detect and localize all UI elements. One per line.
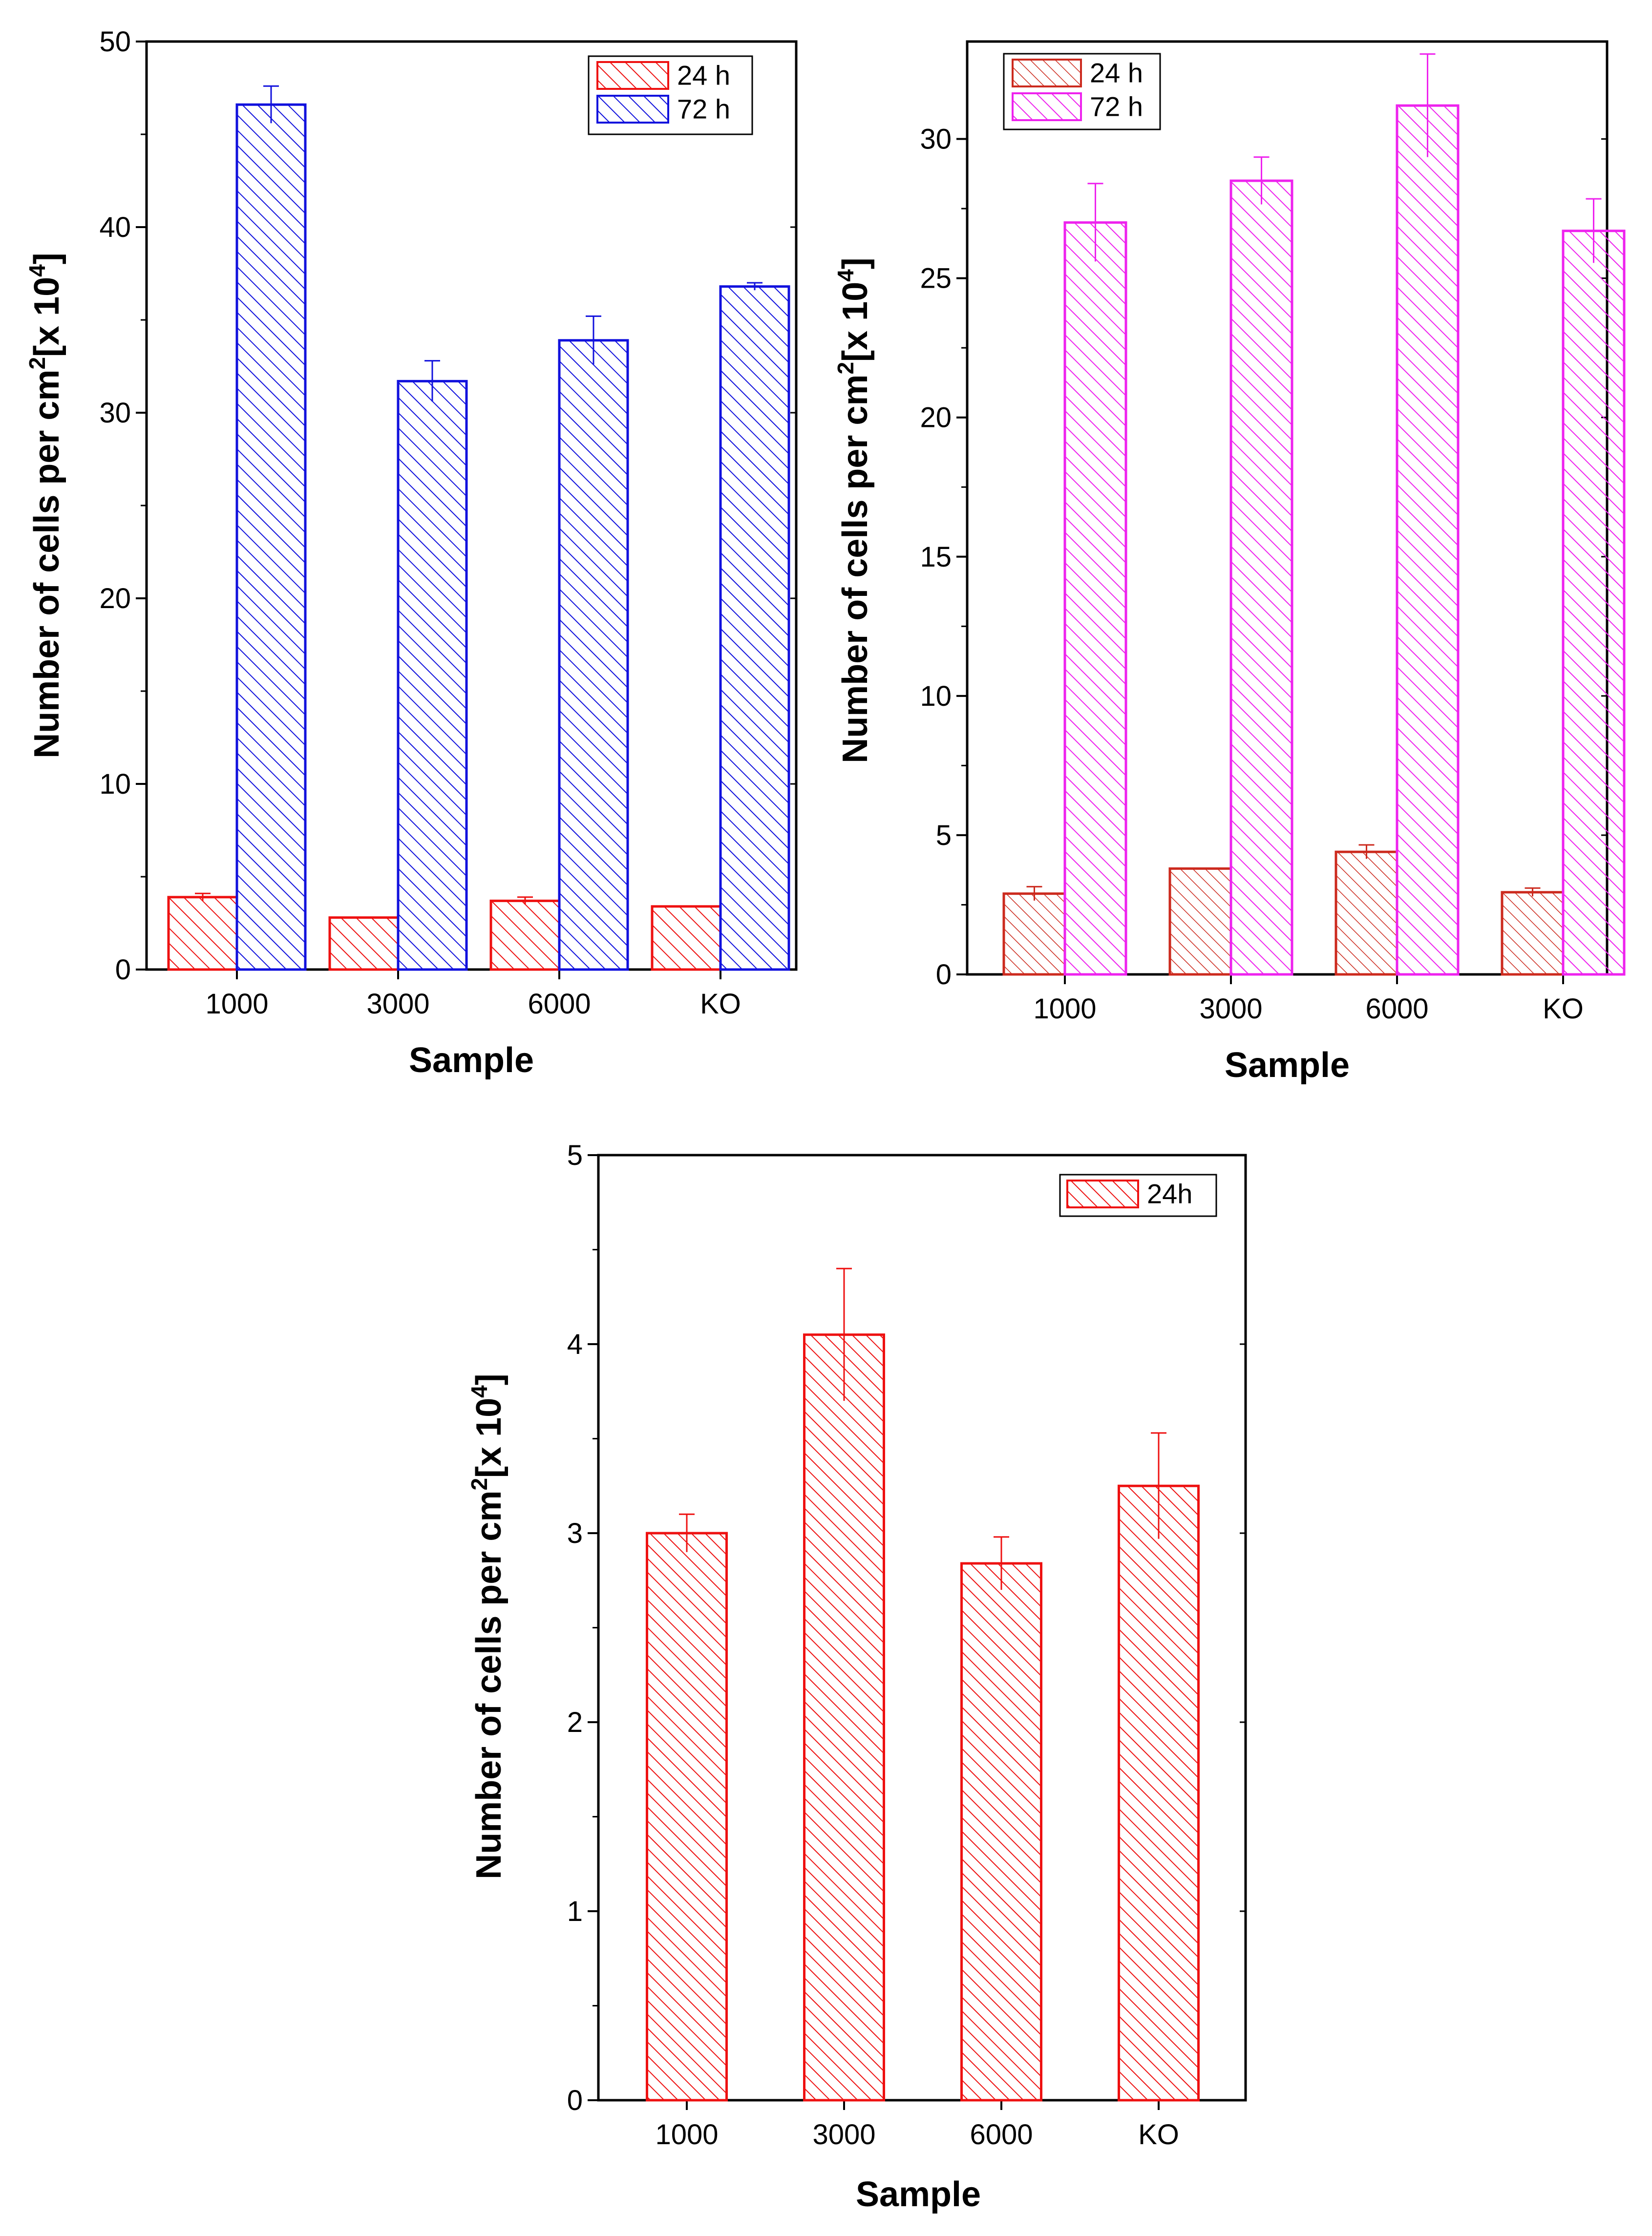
y-axis-title-unit: [x 10 [469,1398,508,1478]
y-axis-title-unit-sup: 4 [833,269,858,282]
legend-swatch [596,95,669,124]
bar-24h-1000 [646,1532,728,2102]
x-tick-label: 6000 [528,988,591,1020]
bars [646,1267,1200,2102]
y-axis-title-unit-sup: 4 [24,264,50,277]
x-tick-label: 3000 [812,2119,875,2151]
legend-swatch [1066,1180,1139,1208]
x-tick-label: 1000 [1033,993,1096,1025]
x-tick-label: 3000 [1199,993,1262,1025]
bar-24h-KO [651,905,722,971]
bars [167,85,790,971]
y-axis-title-main: Number of cells per cm [469,1491,508,1879]
chart-bottom: 0 1 2 3 4 5 1000 3000 6000 KO 24h Sample Number … [466,1139,1247,2214]
y-axis-title: Number of cells per cm2[x 104] [466,1373,508,1879]
y-axis-title: Number of cells per cm2[x 104] [833,257,875,763]
bar-24h-KO [1501,891,1565,976]
chart-top-left: 0 10 20 30 40 50 1000 3000 6000 KO 24 h72 h Samp… [24,26,798,1080]
x-tick-label: KO [1543,993,1584,1025]
bar-24h-3000 [1168,867,1232,976]
bar-24h-3000 [328,916,400,971]
y-axis-title-main: Number of cells per cm [27,370,66,759]
y-tick-label: 30 [920,124,952,155]
legend-label: 72 h [677,94,730,125]
bar-72h-6000 [558,339,629,971]
x-tick-label: 1000 [205,988,268,1020]
y-tick-label: 15 [920,541,952,573]
y-axis-title-main: Number of cells per cm [836,375,875,763]
x-axis-title: Sample [409,1041,534,1080]
y-tick-label: 0 [936,959,952,991]
legend-label: 24h [1147,1179,1192,1209]
y-tick-label: 1 [567,1896,583,1927]
y-axis-title-sup: 2 [466,1478,492,1491]
x-tick-label: 6000 [970,2119,1033,2151]
y-axis-title-close: ] [27,253,66,264]
y-tick-label: 20 [99,583,131,614]
legend-label: 24 h [1090,58,1143,88]
bar-72h-KO [1562,230,1626,976]
bar-24h-1000 [1002,892,1066,976]
y-axis-title-sup: 2 [24,357,50,370]
legend: 24 h72 h [1003,53,1161,130]
y-tick-label: 0 [567,2085,583,2116]
x-axis: 1000 3000 6000 KO [655,2100,1179,2151]
bar-24h-6000 [960,1562,1042,2102]
y-tick-label: 40 [99,211,131,243]
bar-24h-1000 [167,896,238,971]
y-tick-label: 5 [567,1139,583,1171]
x-tick-label: KO [1138,2119,1179,2151]
legend: 24 h72 h [588,55,753,135]
bar-72h-1000 [235,103,307,971]
y-tick-label: 4 [567,1329,583,1360]
bar-24h-3000 [803,1333,885,2102]
bar-72h-3000 [397,380,468,971]
bar-72h-KO [719,285,790,971]
x-axis: 1000 3000 6000 KO [205,970,741,1020]
y-tick-label: 30 [99,397,131,429]
y-tick-label: 0 [115,954,131,986]
y-axis-title-close: ] [469,1373,508,1385]
y-tick-label: 2 [567,1707,583,1738]
x-tick-label: 3000 [366,988,429,1020]
y-tick-label: 25 [920,263,952,295]
bar-24h-6000 [1334,850,1398,976]
legend-swatch [1012,59,1082,87]
bar-24h-KO [1118,1484,1200,2102]
bars [1002,53,1626,976]
y-tick-label: 10 [920,680,952,712]
bar-24h-6000 [489,899,561,971]
x-axis-title: Sample [856,2175,981,2214]
y-axis-title-sup: 2 [833,362,858,375]
legend-label: 72 h [1090,91,1143,122]
legend-swatch [596,61,669,90]
y-tick-label: 10 [99,768,131,800]
x-axis: 1000 3000 6000 KO [1033,974,1584,1025]
y-tick-label: 20 [920,402,952,434]
chart-top-right: 0 5 10 15 20 25 30 1000 3000 6000 KO 24 h72 h Sam… [833,40,1626,1085]
y-axis-title-unit-sup: 4 [466,1385,492,1398]
y-axis: 0 10 20 30 40 50 [99,26,796,986]
y-axis: 0 1 2 3 4 5 [567,1139,1246,2116]
bar-72h-6000 [1396,104,1460,976]
y-tick-label: 50 [99,26,131,58]
y-axis-title-unit: [x 10 [27,277,66,357]
x-axis-title: Sample [1225,1046,1350,1085]
y-axis-title-unit: [x 10 [836,282,875,362]
y-axis-title: Number of cells per cm2[x 104] [24,253,66,759]
x-tick-label: KO [700,988,741,1020]
legend: 24h [1059,1174,1217,1217]
legend-label: 24 h [677,60,730,91]
bar-72h-3000 [1229,179,1293,976]
bar-72h-1000 [1063,221,1127,976]
y-axis-title-close: ] [836,257,875,269]
y-axis: 0 5 10 15 20 25 30 [920,124,1607,991]
x-tick-label: 6000 [1365,993,1428,1025]
y-tick-label: 3 [567,1518,583,1549]
legend-swatch [1012,92,1082,121]
y-tick-label: 5 [936,820,952,851]
x-tick-label: 1000 [655,2119,718,2151]
